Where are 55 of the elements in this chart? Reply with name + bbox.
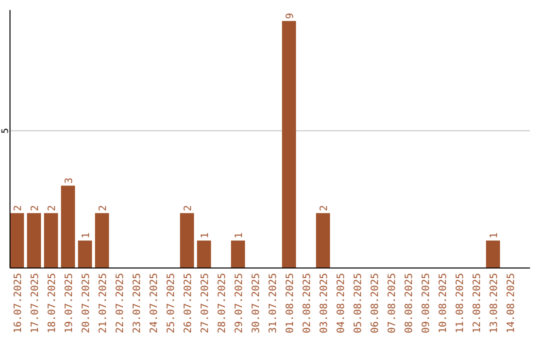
x-tick-label: 25.07.2025: [166, 273, 177, 334]
data-label: 2: [13, 205, 24, 212]
x-tick-label: 26.07.2025: [183, 273, 194, 334]
x-tick-label: 08.08.2025: [404, 273, 415, 334]
x-tick-label: 05.08.2025: [353, 273, 364, 334]
bar: [486, 240, 500, 268]
x-tick-label: 16.07.2025: [13, 273, 24, 334]
bar: [197, 240, 211, 268]
data-label: 9: [285, 12, 296, 19]
bar: [180, 213, 194, 268]
data-label: 2: [30, 205, 41, 212]
x-tick-label: 01.08.2025: [285, 273, 296, 334]
x-tick-label: 20.07.2025: [81, 273, 92, 334]
data-label: 1: [81, 232, 92, 239]
x-tick-label: 10.08.2025: [438, 273, 449, 334]
x-tick-label: 30.07.2025: [251, 273, 262, 334]
bar: [44, 213, 58, 268]
data-label: 3: [64, 178, 75, 184]
x-tick-label: 06.08.2025: [370, 273, 381, 334]
data-label: 2: [183, 205, 194, 212]
x-tick-label: 02.08.2025: [302, 273, 313, 334]
data-label: 1: [200, 232, 211, 239]
x-tick-label: 17.07.2025: [30, 273, 41, 334]
bar: [10, 213, 24, 268]
x-tick-label: 13.08.2025: [489, 273, 500, 334]
bar: [27, 213, 41, 268]
x-tick-label: 21.07.2025: [98, 273, 109, 334]
x-tick-label: 29.07.2025: [234, 273, 245, 334]
bar: [282, 20, 296, 268]
data-label: 2: [98, 205, 109, 212]
x-tick-label: 14.08.2025: [506, 273, 517, 334]
x-tick-label: 18.07.2025: [47, 273, 58, 334]
bar: [61, 186, 75, 268]
x-tick-label: 11.08.2025: [455, 273, 466, 334]
bar: [95, 213, 109, 268]
x-tick-label: 09.08.2025: [421, 273, 432, 334]
bar: [231, 240, 245, 268]
x-tick-label: 19.07.2025: [64, 273, 75, 334]
x-tick-label: 03.08.2025: [319, 273, 330, 334]
bar: [78, 240, 92, 268]
x-tick-label: 12.08.2025: [472, 273, 483, 334]
data-label: 2: [319, 205, 330, 212]
x-tick-label: 31.07.2025: [268, 273, 279, 334]
x-tick-label: 27.07.2025: [200, 273, 211, 334]
data-label: 1: [489, 232, 500, 239]
x-tick-label: 04.08.2025: [336, 273, 347, 334]
x-tick-label: 28.07.2025: [217, 273, 228, 334]
data-label: 1: [234, 232, 245, 239]
x-tick-label: 07.08.2025: [387, 273, 398, 334]
x-tick-label: 24.07.2025: [149, 273, 160, 334]
x-tick-label: 23.07.2025: [132, 273, 143, 334]
bar: [316, 213, 330, 268]
y-tick-label: 5: [1, 128, 11, 134]
data-label: 2: [47, 205, 58, 212]
x-tick-label: 22.07.2025: [115, 273, 126, 334]
